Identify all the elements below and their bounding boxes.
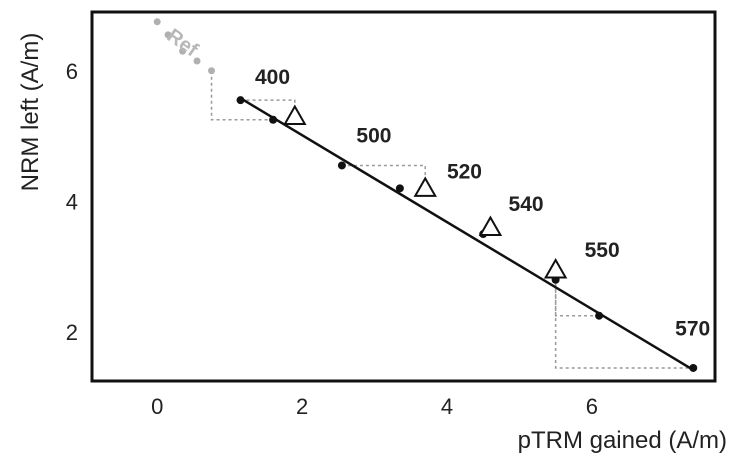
x-tick-label: 2 [296,394,308,419]
check-line [554,269,600,317]
temperature-label: 500 [356,125,391,148]
y-axis-ticks: 2 4 6 [66,59,78,345]
x-tick-label: 0 [151,394,163,419]
ptrm-check-triangle [543,257,568,279]
x-tick-label: 4 [441,394,453,419]
temperature-label: 540 [509,193,544,216]
best-fit-line [239,97,694,371]
low-temperature-point [164,31,172,39]
nrm-ptrm-points [236,96,698,372]
ptrm-check-triangle [413,176,437,197]
y-tick-label: 4 [66,189,78,214]
check-line [240,99,296,117]
ptrm-check-triangles [283,104,568,279]
y-tick-label: 2 [66,320,78,345]
x-tick-label: 6 [586,394,598,419]
check-line [210,70,274,121]
low-temperature-point [179,47,187,55]
y-tick-label: 6 [66,59,78,84]
low-temperature-point [153,18,161,26]
data-point [395,184,404,193]
x-axis-ticks: 0 2 4 6 [151,394,598,419]
temperature-label: 400 [255,66,290,89]
temperature-labels: 400 500 520 540 550 570 [255,66,710,340]
data-point [269,115,278,124]
x-axis-title: pTRM gained (A/m) [518,427,727,454]
low-temperature-point [208,67,216,75]
temperature-label: 550 [585,239,620,262]
data-point [595,311,604,320]
plot-frame [90,10,717,383]
ptrm-check-lines [210,70,694,369]
check-line [554,269,694,369]
data-point [689,363,698,372]
temperature-label: 520 [447,161,482,184]
low-temperature-label: Ref [163,25,202,62]
temperature-label: 570 [675,317,710,340]
low-temperature-points [153,18,216,75]
y-axis-title: NRM left (A/m) [17,33,44,192]
data-point [337,161,346,170]
ptrm-check-triangle [478,215,503,237]
ptrm-check-triangle [283,104,307,125]
low-temperature-point [193,57,201,65]
data-point [236,96,245,105]
